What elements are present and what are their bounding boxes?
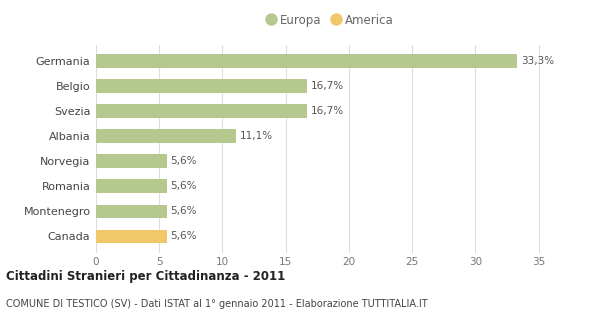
Bar (96, 229, 167, 243)
Text: COMUNE DI TESTICO (SV) - Dati ISTAT al 1° gennaio 2011 - Elaborazione TUTTITALIA: COMUNE DI TESTICO (SV) - Dati ISTAT al 1… (6, 299, 428, 309)
Bar (96, 155, 167, 168)
Text: 16,7%: 16,7% (311, 81, 344, 91)
Bar (96, 54, 517, 68)
Legend: Europa, America: Europa, America (261, 9, 399, 32)
Bar (96, 79, 307, 93)
Text: 5,6%: 5,6% (170, 231, 197, 242)
Text: 11,1%: 11,1% (240, 131, 274, 141)
Text: 5,6%: 5,6% (170, 206, 197, 216)
Bar (96, 104, 307, 118)
Text: 16,7%: 16,7% (311, 106, 344, 116)
Text: 33,3%: 33,3% (521, 56, 554, 66)
Bar (96, 204, 167, 218)
Text: 5,6%: 5,6% (170, 156, 197, 166)
Text: 5,6%: 5,6% (170, 181, 197, 191)
Text: Cittadini Stranieri per Cittadinanza - 2011: Cittadini Stranieri per Cittadinanza - 2… (6, 270, 285, 284)
Bar (96, 180, 167, 193)
Bar (96, 129, 236, 143)
